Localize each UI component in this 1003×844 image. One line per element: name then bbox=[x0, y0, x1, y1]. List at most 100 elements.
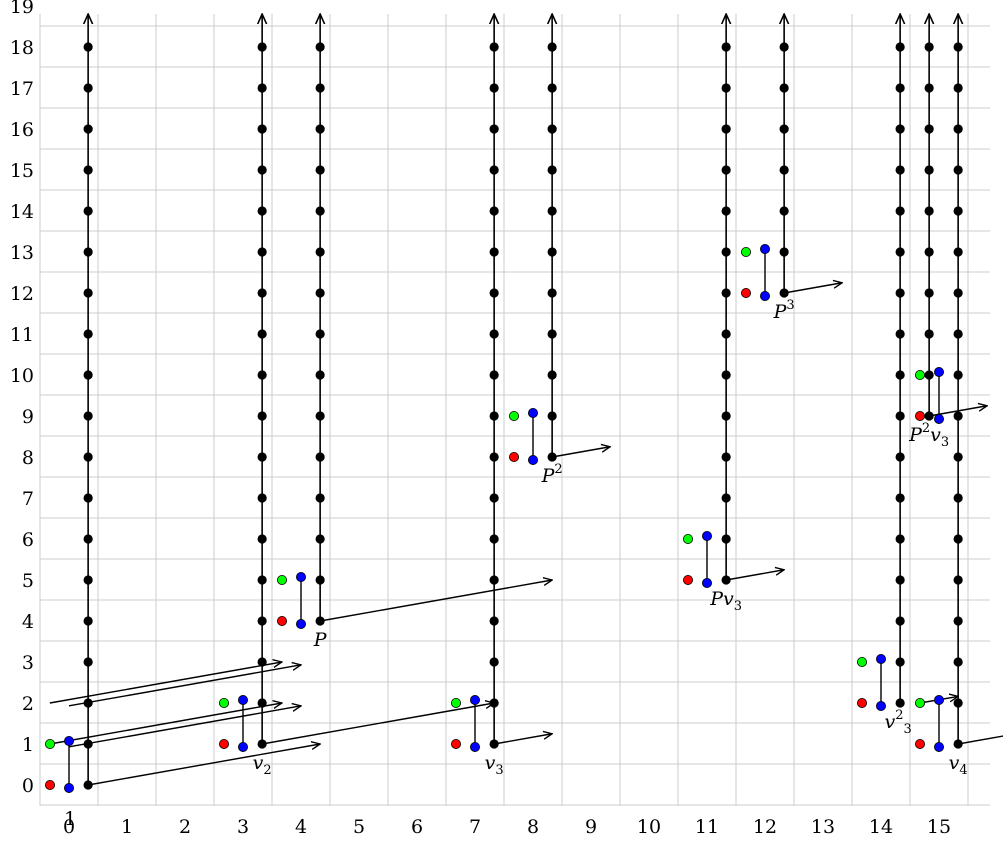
column-dot bbox=[83, 206, 93, 216]
y-tick-label: 14 bbox=[10, 201, 34, 223]
column-dot bbox=[953, 575, 963, 585]
blue-dot bbox=[528, 407, 539, 418]
column-dot bbox=[83, 411, 93, 421]
y-tick-label: 15 bbox=[10, 160, 34, 182]
column-dot bbox=[779, 124, 789, 134]
column-dot bbox=[953, 247, 963, 257]
column-dot bbox=[315, 411, 325, 421]
blue-dot bbox=[934, 413, 945, 424]
column-dot bbox=[924, 83, 934, 93]
column-dot bbox=[779, 206, 789, 216]
x-tick-label: 5 bbox=[353, 816, 365, 838]
column-dot bbox=[953, 739, 963, 749]
y-tick-label: 7 bbox=[22, 488, 34, 510]
column-dot bbox=[315, 575, 325, 585]
green-dot bbox=[450, 698, 461, 709]
blue-dot bbox=[760, 243, 771, 254]
column-dot bbox=[779, 165, 789, 175]
column-dot bbox=[315, 493, 325, 503]
column-dot bbox=[489, 575, 499, 585]
blue-dot bbox=[469, 695, 480, 706]
column-dot bbox=[83, 739, 93, 749]
column-dot bbox=[721, 83, 731, 93]
column-dot bbox=[779, 247, 789, 257]
arrow bbox=[68, 706, 301, 748]
column-dot bbox=[257, 83, 267, 93]
column-dot bbox=[257, 42, 267, 52]
y-tick-label: 13 bbox=[10, 242, 34, 264]
column-dot bbox=[953, 165, 963, 175]
column-dot bbox=[257, 329, 267, 339]
blue-dot bbox=[528, 454, 539, 465]
column-dot bbox=[489, 493, 499, 503]
column-dot bbox=[257, 698, 267, 708]
y-tick-label: 1 bbox=[22, 734, 34, 756]
y-tick-label: 2 bbox=[22, 693, 34, 715]
column-dot bbox=[83, 124, 93, 134]
column-dot bbox=[315, 124, 325, 134]
x-tick-label: 4 bbox=[295, 816, 307, 838]
column-dot bbox=[315, 165, 325, 175]
column-dot bbox=[315, 616, 325, 626]
column-dot bbox=[489, 83, 499, 93]
column-dot bbox=[953, 42, 963, 52]
column-dot bbox=[257, 739, 267, 749]
column-dot bbox=[953, 657, 963, 667]
red-dot bbox=[508, 451, 519, 462]
column-dot bbox=[924, 288, 934, 298]
x-tick-label: 12 bbox=[753, 816, 777, 838]
green-dot bbox=[508, 410, 519, 421]
column-dot bbox=[489, 411, 499, 421]
column-dot bbox=[895, 165, 905, 175]
blue-dot bbox=[934, 742, 945, 753]
arrow bbox=[494, 734, 552, 745]
x-tick-label: 11 bbox=[695, 816, 719, 838]
column-dot bbox=[547, 288, 557, 298]
green-dot bbox=[857, 657, 868, 668]
column-dot bbox=[924, 370, 934, 380]
arrow bbox=[958, 735, 1003, 745]
column-dot bbox=[547, 411, 557, 421]
column-dot bbox=[721, 206, 731, 216]
column-dot bbox=[489, 206, 499, 216]
column-dot bbox=[315, 42, 325, 52]
arrow bbox=[726, 570, 784, 581]
column-dot bbox=[721, 493, 731, 503]
column-dot bbox=[953, 411, 963, 421]
blue-dot bbox=[934, 695, 945, 706]
column-dot bbox=[489, 370, 499, 380]
blue-dot bbox=[702, 531, 713, 542]
x-tick-label: 0 bbox=[63, 816, 75, 838]
blue-dot bbox=[702, 578, 713, 589]
column-dot bbox=[83, 165, 93, 175]
green-dot bbox=[915, 369, 926, 380]
red-dot bbox=[683, 575, 694, 586]
column-dot bbox=[315, 329, 325, 339]
y-tick-label: 3 bbox=[22, 652, 34, 674]
column-dot bbox=[895, 616, 905, 626]
column-dot bbox=[895, 657, 905, 667]
generator-label: P2v3 bbox=[908, 421, 949, 450]
column-dot bbox=[257, 411, 267, 421]
arrow bbox=[320, 580, 552, 622]
arrow bbox=[88, 744, 320, 786]
column-dot bbox=[547, 452, 557, 462]
red-dot bbox=[915, 739, 926, 750]
blue-dot bbox=[934, 366, 945, 377]
column-dot bbox=[257, 124, 267, 134]
blue-dot bbox=[64, 736, 75, 747]
green-dot bbox=[218, 698, 229, 709]
column-dot bbox=[547, 247, 557, 257]
generator-label: v4 bbox=[949, 752, 968, 778]
column-dot bbox=[547, 165, 557, 175]
columns bbox=[84, 14, 963, 790]
y-tick-label: 12 bbox=[10, 283, 34, 305]
y-tick-label: 18 bbox=[10, 37, 34, 59]
column-dot bbox=[83, 534, 93, 544]
red-dot bbox=[741, 287, 752, 298]
y-tick-label: 8 bbox=[22, 447, 34, 469]
column-dot bbox=[721, 329, 731, 339]
column-dot bbox=[895, 575, 905, 585]
generator-label: 1 bbox=[64, 808, 76, 830]
column-dot bbox=[257, 206, 267, 216]
